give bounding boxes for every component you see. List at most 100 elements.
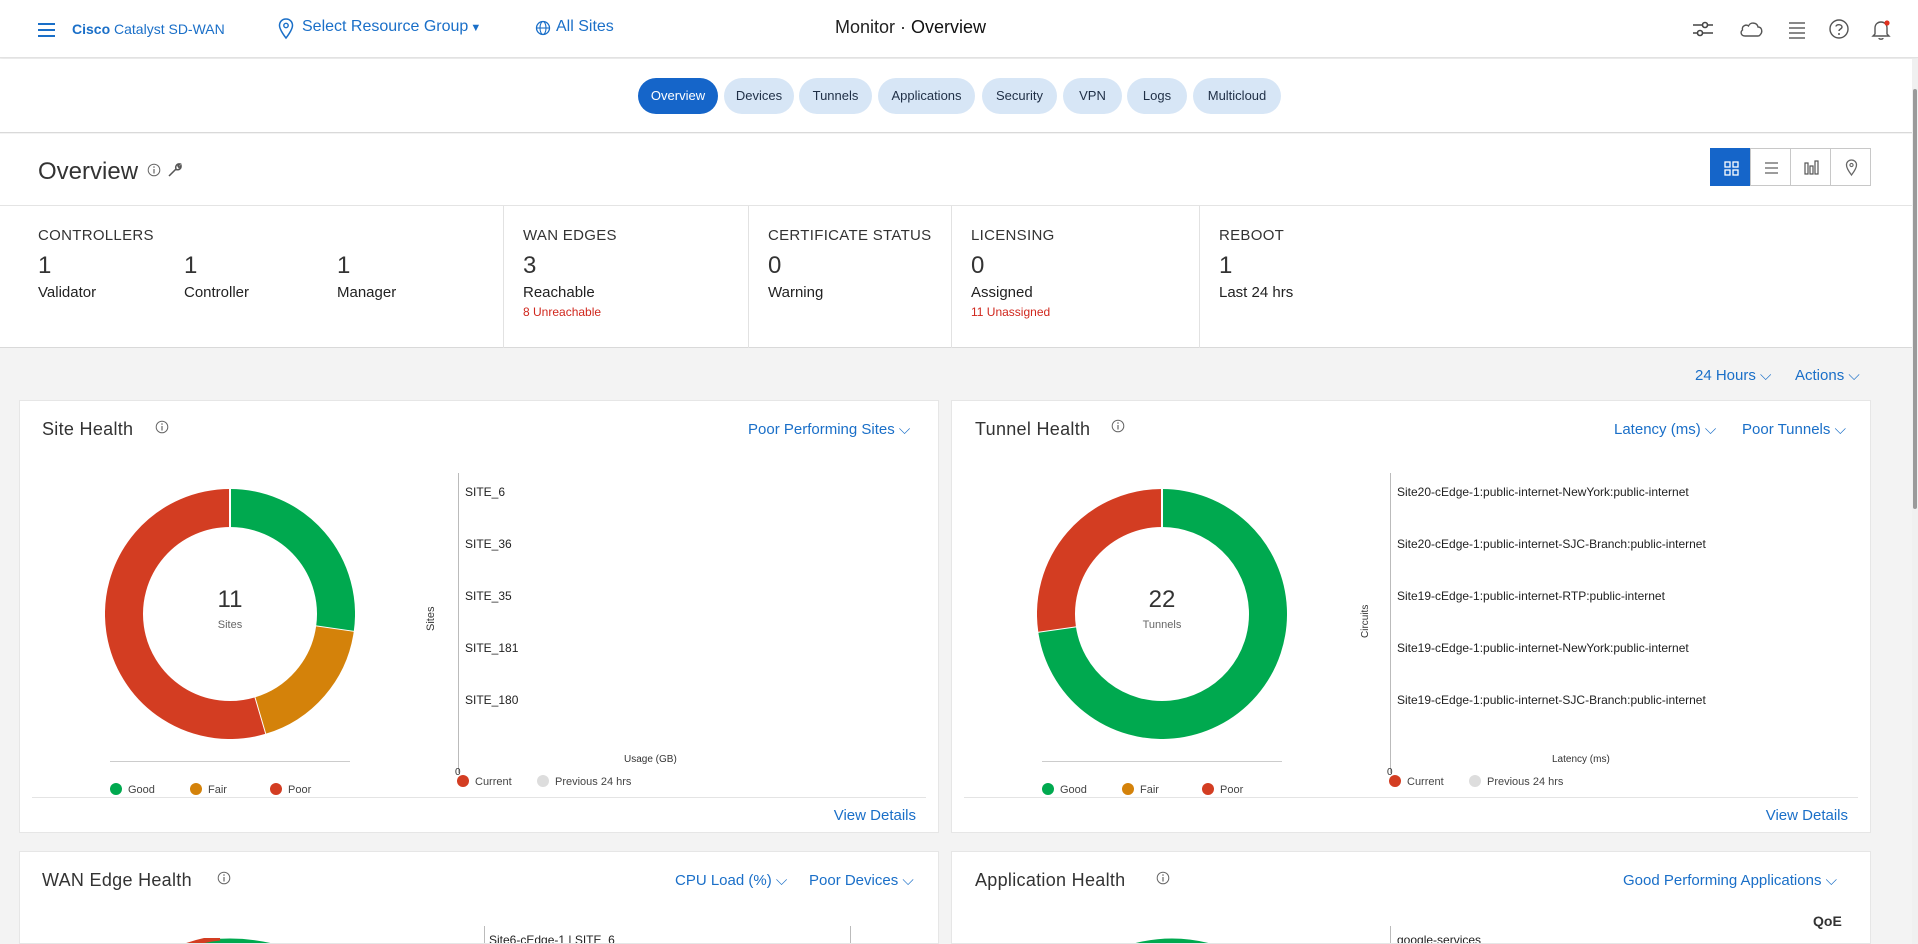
tab-bar: Overview Devices Tunnels Applications Se… [0,59,1918,133]
tunnel-total-count: 22 [1148,586,1176,613]
circuits-axis-label: Circuits [1360,604,1371,638]
circuits-axis [1390,473,1391,773]
metric-label: Latency (ms) [1614,421,1701,438]
site-health-donut[interactable] [105,489,355,739]
legend-previous-label: Previous 24 hrs [555,776,632,788]
poor-tunnels-dropdown[interactable]: Poor Tunnels ⌵ [1742,421,1846,438]
licensing-unassigned[interactable]: 11 Unassigned [971,305,1051,319]
all-sites-link[interactable]: All Sites [556,18,614,35]
site-bar-label[interactable]: SITE_6 [465,485,506,499]
sliders-icon[interactable] [1690,16,1716,42]
overview-title: Overview [38,158,139,185]
site-bar-label[interactable]: SITE_181 [465,641,519,655]
map-view-button[interactable] [1830,148,1871,186]
legend-poor-label: Poor [288,784,312,796]
bar-view-icon [1804,160,1819,175]
chevron-down-icon: ⌵ [1848,367,1860,384]
legend-good-label: Good [128,784,155,796]
select-resource-group-dropdown[interactable]: Select Resource Group ▼ [302,18,481,36]
info-icon[interactable] [217,871,231,890]
site-view-details-link[interactable]: View Details [833,807,916,824]
scrollbar-thumb[interactable] [1913,89,1917,509]
tab-applications[interactable]: Applications [878,78,975,114]
page-scrollbar[interactable] [1912,59,1918,944]
info-icon[interactable] [155,420,169,439]
latency-dropdown[interactable]: Latency (ms) ⌵ [1614,421,1716,438]
site-health-card: Site Health Poor Performing Sites ⌵ 11 S… [19,400,939,833]
circuit-bar-label[interactable]: Site20-cEdge-1:public-internet-NewYork:p… [1397,485,1689,499]
hamburger-menu-icon[interactable] [36,19,58,41]
legend-good-label: Good [1060,784,1087,796]
circuit-bar-label[interactable]: Site19-cEdge-1:public-internet-RTP:publi… [1397,589,1665,603]
application-bar-label[interactable]: google-services [1397,933,1482,944]
cpu-load-dropdown[interactable]: CPU Load (%) ⌵ [675,872,787,889]
list-view-button[interactable] [1750,148,1791,186]
donut-slice-poor[interactable] [105,489,266,739]
tab-devices[interactable]: Devices [724,78,794,114]
tunnel-total-label: Tunnels [1142,619,1182,631]
info-icon[interactable] [1111,419,1125,438]
certificate-label: Warning [768,284,824,301]
wan-edges-unreachable[interactable]: 8 Unreachable [523,305,602,319]
cloud-icon[interactable] [1738,16,1764,42]
donut-slice-poor[interactable] [1037,489,1163,632]
grid-view-button[interactable] [1710,148,1751,186]
donut-slice-good[interactable] [1038,489,1287,739]
circuit-bar-label[interactable]: Site19-cEdge-1:public-internet-SJC-Branc… [1397,693,1706,707]
device-bar-label[interactable]: Site6-cEdge-1 | SITE_6 [489,933,615,944]
task-list-icon[interactable] [1784,16,1810,42]
previous-dot [1469,775,1481,787]
notifications-bell-icon[interactable] [1868,16,1894,42]
brand-bold: Cisco [72,21,111,37]
donut-slice-good[interactable] [229,489,355,632]
tab-vpn[interactable]: VPN [1063,78,1122,114]
legend-good: Good [110,783,155,796]
wrench-icon[interactable] [166,161,184,184]
wan-edges-count[interactable]: 3 [523,252,537,279]
tunnel-health-donut[interactable] [1037,489,1287,739]
top-header: Cisco Catalyst SD-WAN Select Resource Gr… [0,0,1918,58]
legend-current-label: Current [1407,776,1444,788]
divider [503,206,504,348]
tab-logs[interactable]: Logs [1127,78,1187,114]
chevron-down-icon: ⌵ [902,872,914,889]
summary-strip: CONTROLLERS 1 Validator 1 Controller 1 M… [0,206,1918,348]
tab-multicloud[interactable]: Multicloud [1193,78,1281,114]
tab-tunnels[interactable]: Tunnels [799,78,872,114]
manager-count[interactable]: 1 [337,252,351,279]
info-icon[interactable] [147,163,161,182]
certificate-count[interactable]: 0 [768,252,782,279]
divider [951,206,952,348]
tunnel-view-details-link[interactable]: View Details [1765,807,1848,824]
site-bar-label[interactable]: SITE_180 [465,693,519,707]
current-dot [1389,775,1401,787]
list-view-icon [1765,162,1778,174]
help-icon[interactable] [1826,16,1852,42]
controllers-heading: CONTROLLERS [38,227,154,244]
legend-current: Current [457,775,512,788]
poor-devices-dropdown[interactable]: Poor Devices ⌵ [809,872,914,889]
validator-count[interactable]: 1 [38,252,52,279]
donut-slice-fair[interactable] [253,625,354,734]
licensing-count[interactable]: 0 [971,252,985,279]
legend-poor: Poor [1202,783,1243,796]
site-bar-label[interactable]: SITE_35 [465,589,512,603]
good-performing-applications-dropdown[interactable]: Good Performing Applications ⌵ [1623,872,1837,889]
actions-dropdown[interactable]: Actions ⌵ [1795,367,1860,384]
site-bar-label[interactable]: SITE_36 [465,537,512,551]
circuit-bar-label[interactable]: Site19-cEdge-1:public-internet-NewYork:p… [1397,641,1689,655]
reboot-count[interactable]: 1 [1219,252,1233,279]
info-icon[interactable] [1156,871,1170,890]
tab-security[interactable]: Security [982,78,1057,114]
tab-overview[interactable]: Overview [638,78,718,114]
tunnel-health-title: Tunnel Health [975,419,1091,439]
bar-view-button[interactable] [1790,148,1831,186]
poor-performing-sites-dropdown[interactable]: Poor Performing Sites ⌵ [748,421,910,438]
time-range-dropdown[interactable]: 24 Hours ⌵ [1695,367,1771,384]
controller-count[interactable]: 1 [184,252,198,279]
circuit-bar-label[interactable]: Site20-cEdge-1:public-internet-SJC-Branc… [1397,537,1706,551]
brand-name[interactable]: Cisco Catalyst SD-WAN [72,21,225,37]
licensing-heading: LICENSING [971,227,1055,244]
current-dot [457,775,469,787]
legend-previous: Previous 24 hrs [537,775,631,788]
